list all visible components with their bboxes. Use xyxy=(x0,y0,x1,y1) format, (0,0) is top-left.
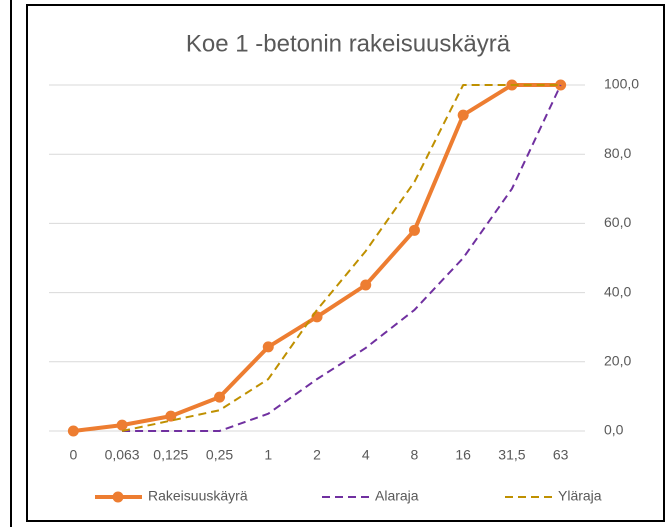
x-tick-label: 8 xyxy=(411,447,419,463)
x-tick-label: 0 xyxy=(69,447,77,463)
legend-label: Alaraja xyxy=(375,488,419,504)
y-tick-label: 40,0 xyxy=(604,283,631,299)
x-tick-label: 16 xyxy=(455,447,471,463)
x-tick-label: 31,5 xyxy=(498,447,525,463)
y-tick-label: 60,0 xyxy=(604,214,631,230)
x-tick-label: 4 xyxy=(362,447,370,463)
x-tick-label: 2 xyxy=(313,447,321,463)
x-tick-label: 1 xyxy=(264,447,272,463)
series-marker xyxy=(67,425,79,437)
x-tick-label: 63 xyxy=(553,447,569,463)
x-tick-label: 0,063 xyxy=(105,447,140,463)
series-marker xyxy=(165,410,177,422)
legend-label: Rakeisuuskäyrä xyxy=(148,488,248,504)
x-tick-label: 0,125 xyxy=(153,447,188,463)
series-marker xyxy=(262,341,274,353)
x-tick-label: 0,25 xyxy=(206,447,233,463)
legend-marker xyxy=(112,491,124,503)
series-marker xyxy=(457,109,469,121)
series-marker xyxy=(116,419,128,431)
series-marker xyxy=(360,279,372,291)
chart-border xyxy=(26,4,665,522)
y-tick-label: 0,0 xyxy=(604,422,624,438)
y-tick-label: 100,0 xyxy=(604,76,639,92)
series-line xyxy=(121,84,561,432)
legend-label: Yläraja xyxy=(558,488,602,504)
series-marker xyxy=(214,391,226,403)
y-tick-label: 80,0 xyxy=(604,145,631,161)
series-marker xyxy=(408,224,420,236)
series-line xyxy=(122,84,562,432)
chart-title: Koe 1 -betonin rakeisuuskäyrä xyxy=(186,30,511,57)
y-tick-label: 20,0 xyxy=(604,353,631,369)
